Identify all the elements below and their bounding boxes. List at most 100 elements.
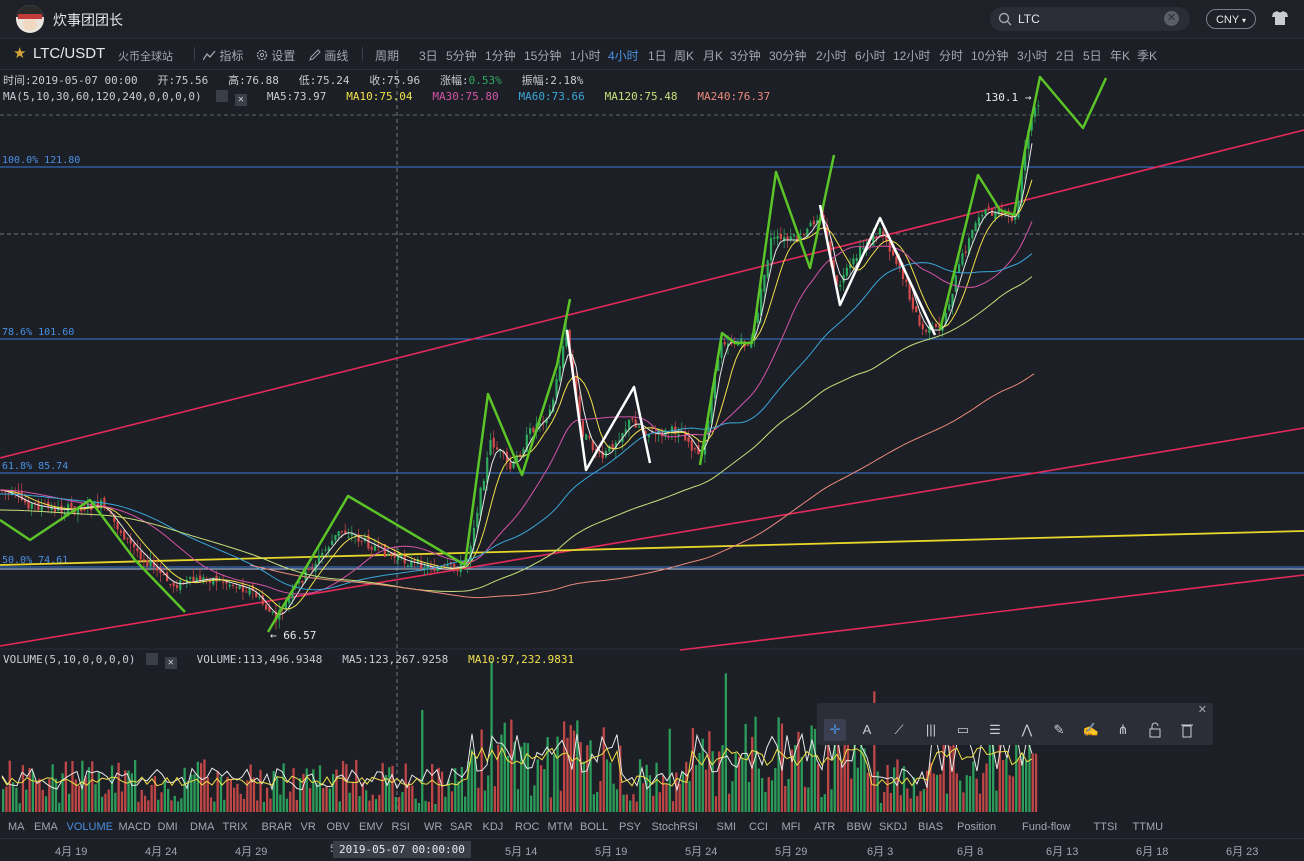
period-16[interactable]: 3小时: [1017, 49, 1048, 63]
period-7[interactable]: 周K: [674, 49, 695, 63]
period-9[interactable]: 3分钟: [730, 49, 761, 63]
period-5[interactable]: 4小时: [608, 49, 639, 63]
search-input[interactable]: LTC: [1018, 12, 1040, 26]
eye-icon[interactable]: [216, 90, 229, 102]
indicator-tab-atr[interactable]: ATR: [814, 821, 836, 833]
close-icon[interactable]: ✕: [164, 657, 177, 669]
volume-bar: [299, 778, 302, 812]
indicator-tab-fund-flow[interactable]: Fund-flow: [1022, 821, 1071, 833]
indicator-tab-position[interactable]: Position: [957, 821, 997, 833]
crosshair-icon[interactable]: ✛: [824, 719, 846, 741]
period-10[interactable]: 30分钟: [769, 49, 807, 63]
indicator-tab-wr[interactable]: WR: [424, 821, 443, 833]
pitchfork-icon[interactable]: ⋔: [1117, 722, 1129, 737]
wave-icon[interactable]: ⋀: [1021, 722, 1033, 737]
indicator-tab-rsi[interactable]: RSI: [391, 821, 410, 833]
price-chart[interactable]: 100.0% 121.80 78.6% 101.60 61.8% 85.74 50.0…: [0, 70, 1304, 838]
avatar[interactable]: [16, 5, 44, 33]
volume-bar: [652, 795, 655, 812]
volume-bar: [266, 787, 269, 812]
indicator-tab-ttmu[interactable]: TTMU: [1132, 821, 1164, 833]
period-14[interactable]: 分时: [939, 49, 964, 63]
lock-icon[interactable]: [1144, 719, 1166, 741]
volume-bar: [279, 794, 282, 812]
indicator-tab-volume[interactable]: VOLUME: [66, 821, 113, 833]
rectangle-icon[interactable]: ▭: [956, 722, 970, 737]
period-8[interactable]: 月K: [703, 49, 724, 63]
ma30-line: [0, 221, 1033, 595]
close-icon[interactable]: ✕: [1197, 704, 1207, 716]
volume-bar: [341, 760, 345, 812]
indicator-tab-ema[interactable]: EMA: [34, 821, 58, 833]
period-4[interactable]: 1小时: [570, 49, 601, 63]
period-1[interactable]: 5分钟: [446, 49, 477, 63]
volume-bar: [1025, 760, 1028, 812]
candle-body: [152, 561, 155, 567]
indicator-tab-skdj[interactable]: SKDJ: [879, 821, 908, 833]
eye-icon[interactable]: [146, 653, 159, 665]
indicator-tab-roc[interactable]: ROC: [515, 821, 540, 833]
volume-bar: [71, 760, 74, 812]
period-13[interactable]: 12小时: [893, 49, 931, 63]
candle-body: [901, 265, 905, 280]
chart-area[interactable]: 100.0% 121.80 78.6% 101.60 61.8% 85.74 50.0…: [0, 70, 1304, 838]
indicators-button[interactable]: 指标: [202, 47, 243, 64]
clear-search-icon[interactable]: ✕: [1164, 11, 1179, 26]
period-2[interactable]: 1分钟: [485, 49, 516, 63]
pair-title: LTC/USDT: [33, 45, 106, 62]
indicator-tab-kdj[interactable]: KDJ: [482, 821, 504, 833]
trash-icon[interactable]: [1176, 719, 1198, 741]
indicator-tab-boll[interactable]: BOLL: [580, 821, 609, 833]
fibonacci-icon[interactable]: ☰: [989, 722, 1001, 737]
volume-bar: [678, 783, 681, 812]
indicator-tab-mtm[interactable]: MTM: [547, 821, 573, 833]
period-12[interactable]: 6小时: [855, 49, 886, 63]
indicator-tab-emv[interactable]: EMV: [359, 821, 383, 833]
period-15[interactable]: 10分钟: [971, 49, 1009, 63]
period-18[interactable]: 5日: [1083, 49, 1102, 63]
candle-body: [941, 327, 944, 331]
indicator-tab-psy[interactable]: PSY: [619, 821, 642, 833]
favorite-star-icon[interactable]: ★: [13, 45, 27, 62]
period-19[interactable]: 年K: [1110, 49, 1131, 63]
indicator-tab-dmi[interactable]: DMI: [157, 821, 178, 833]
period-17[interactable]: 2日: [1056, 49, 1075, 63]
settings-button[interactable]: 设置: [256, 47, 295, 64]
indicator-tab-bbw[interactable]: BBW: [846, 821, 872, 833]
indicator-tab-smi[interactable]: SMI: [716, 821, 737, 833]
trendline-icon[interactable]: ⟋: [894, 722, 904, 737]
indicator-tab-macd[interactable]: MACD: [118, 821, 151, 833]
theme-shirt-icon[interactable]: [1272, 11, 1288, 25]
indicator-tab-obv[interactable]: OBV: [326, 821, 350, 833]
draw-button[interactable]: 画线: [309, 47, 348, 64]
search-box[interactable]: LTC ✕: [990, 7, 1190, 31]
volume-bar: [470, 749, 473, 812]
volume-bar: [140, 789, 143, 812]
indicator-tab-stochrsi[interactable]: StochRSI: [651, 821, 698, 833]
text-icon[interactable]: A: [862, 722, 872, 737]
indicator-tab-bias[interactable]: BIAS: [918, 821, 944, 833]
candle-body: [588, 436, 591, 438]
indicator-tab-vr[interactable]: VR: [300, 821, 316, 833]
period-11[interactable]: 2小时: [816, 49, 847, 63]
indicator-tab-cci[interactable]: CCI: [749, 821, 768, 833]
period-6[interactable]: 1日: [648, 49, 667, 63]
parallel-lines-icon[interactable]: |||: [925, 722, 937, 737]
username[interactable]: 炊事团团长: [53, 12, 123, 28]
period-20[interactable]: 季K: [1137, 49, 1158, 63]
indicator-tab-mfi[interactable]: MFI: [781, 821, 801, 833]
indicator-tab-ttsi[interactable]: TTSI: [1093, 821, 1118, 833]
indicator-tab-ma[interactable]: MA: [8, 821, 25, 833]
indicator-tab-sar[interactable]: SAR: [450, 821, 473, 833]
ma-title: MA(5,10,30,60,120,240,0,0,0,0): [3, 90, 202, 103]
volume-bar: [546, 737, 549, 812]
brush-icon[interactable]: ✍: [1082, 722, 1100, 737]
currency-select[interactable]: CNY ▾: [1206, 9, 1256, 29]
indicator-tab-dma[interactable]: DMA: [190, 821, 215, 833]
period-0[interactable]: 3日: [419, 49, 438, 63]
close-icon[interactable]: ✕: [234, 94, 247, 106]
indicator-tab-brar[interactable]: BRAR: [261, 821, 293, 833]
ruler-icon[interactable]: ✎: [1053, 722, 1065, 737]
indicator-tab-trix[interactable]: TRIX: [222, 821, 248, 833]
period-3[interactable]: 15分钟: [524, 49, 562, 63]
